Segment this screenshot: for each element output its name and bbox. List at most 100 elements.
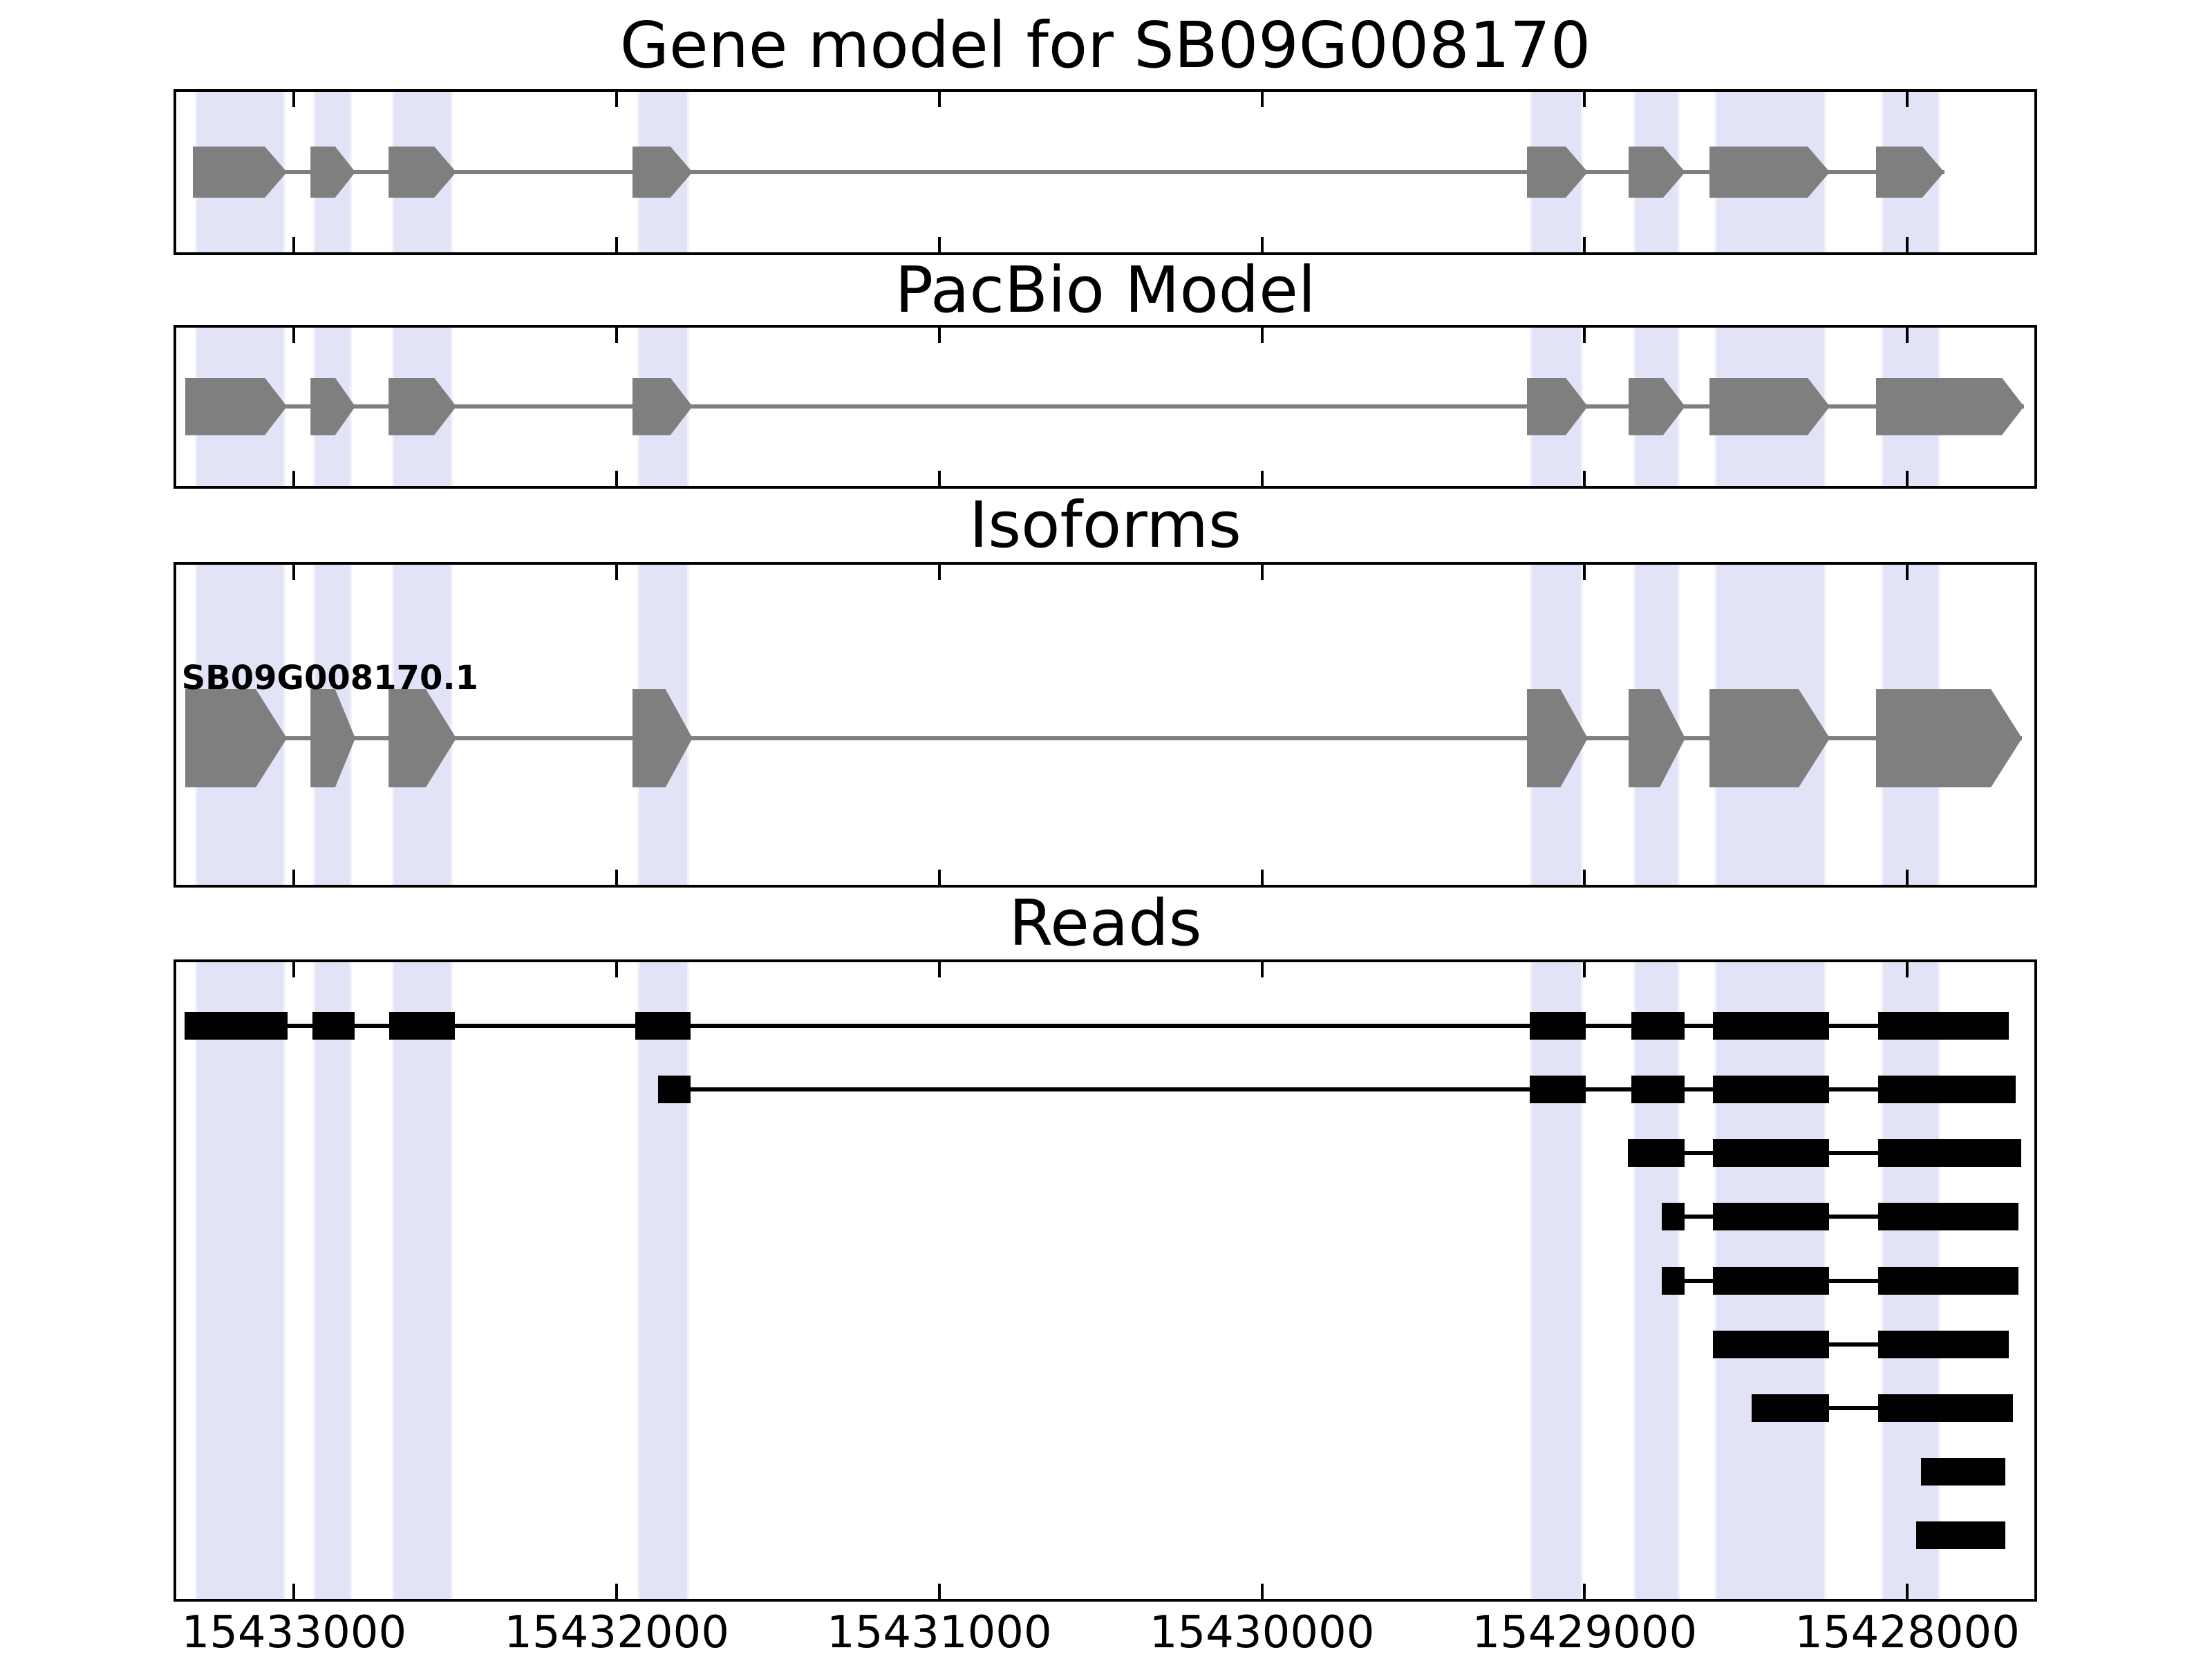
read-exon-box [1713,1266,1830,1295]
axis-tick-mark [1260,328,1264,343]
read-exon-box [1713,1330,1830,1358]
read-exon-box [1878,1139,2022,1168]
highlight-band [637,962,690,1599]
x-axis-tick-label: 15429000 [1472,1607,1698,1658]
axis-tick-mark [292,870,296,885]
axis-tick-mark [615,1584,619,1599]
axis-tick-mark [1260,471,1264,486]
axis-tick-mark [615,92,619,107]
axis-tick-mark [1906,1584,1909,1599]
axis-tick-mark [1906,92,1909,107]
axis-tick-mark [1260,565,1264,580]
axis-tick-mark [292,1584,296,1599]
axis-tick-mark [937,328,941,343]
axis-tick-mark [1583,237,1586,252]
figure-title-gene-model: Gene model for SB09G008170 [619,8,1591,82]
axis-tick-mark [1906,328,1909,343]
read-exon-box [1878,1330,2009,1358]
read-exon-box [1916,1521,2005,1549]
axis-tick-mark [1260,870,1264,885]
axis-tick-mark [1260,1584,1264,1599]
read-exon-box [184,1012,288,1040]
read-intron-line [1661,1215,2019,1219]
track-title-isoforms: Isoforms [969,488,1241,562]
read-exon-box [1713,1012,1830,1040]
read-exon-box [1661,1266,1685,1295]
exon-arrow [185,378,287,435]
axis-tick-mark [1260,237,1264,252]
read-exon-box [1713,1203,1830,1231]
axis-tick-mark [1583,471,1586,486]
axis-tick-mark [615,471,619,486]
read-exon-box [1631,1012,1685,1040]
exon-arrow [1709,378,1830,435]
axis-tick-mark [292,328,296,343]
axis-tick-mark [292,237,296,252]
axis-tick-mark [292,471,296,486]
exon-arrow [1709,147,1830,198]
read-intron-line [1713,1342,2009,1347]
axis-tick-mark [1906,870,1909,885]
axis-tick-mark [1906,962,1909,977]
read-intron-line [657,1087,2016,1092]
read-exon-box [312,1012,355,1040]
x-axis-tick-label: 15432000 [504,1607,729,1658]
highlight-band [312,962,352,1599]
axis-tick-mark [1583,328,1586,343]
panel-reads [174,959,2037,1602]
read-exon-box [1921,1457,2005,1485]
axis-tick-mark [1583,962,1586,977]
axis-tick-mark [1906,565,1909,580]
x-axis-tick-label: 15428000 [1794,1607,2020,1658]
exon-arrow [1876,378,2024,435]
track-title-pacbio: PacBio Model [894,253,1316,327]
read-exon-box [1661,1203,1685,1231]
panel-isoforms: SB09G008170.1 [174,562,2037,888]
x-axis-tick-label: 15433000 [181,1607,407,1658]
read-exon-box [1878,1012,2009,1040]
axis-tick-mark [1583,1584,1586,1599]
read-exon-box [1878,1394,2014,1422]
read-exon-box [635,1012,691,1040]
highlight-band [391,962,453,1599]
read-exon-box [1878,1076,2016,1104]
read-exon-box [389,1012,455,1040]
read-exon-box [657,1076,691,1104]
axis-tick-mark [615,870,619,885]
axis-tick-mark [292,962,296,977]
axis-tick-mark [937,471,941,486]
axis-tick-mark [1260,92,1264,107]
read-exon-box [1713,1076,1830,1104]
highlight-band [1530,962,1583,1599]
axis-tick-mark [615,962,619,977]
intron-line [192,170,1944,174]
read-exon-box [1530,1012,1586,1040]
read-intron-line [184,1024,2009,1029]
axis-tick-mark [292,92,296,107]
axis-tick-mark [937,92,941,107]
axis-tick-mark [937,237,941,252]
read-intron-line [1661,1278,2019,1283]
axis-tick-mark [937,962,941,977]
panel-gene-model [174,89,2037,255]
read-exon-box [1878,1203,2019,1231]
read-exon-box [1752,1394,1830,1422]
exon-arrow [193,147,287,198]
intron-line [185,736,2023,740]
axis-tick-mark [1906,237,1909,252]
track-title-reads: Reads [1009,886,1202,960]
read-exon-box [1627,1139,1685,1168]
exon-arrow [1876,689,2022,787]
axis-tick-mark [1906,471,1909,486]
axis-tick-mark [937,565,941,580]
highlight-band [195,962,285,1599]
isoform-id-label: SB09G008170.1 [181,659,478,697]
intron-line [185,404,2025,409]
read-exon-box [1878,1266,2019,1295]
read-exon-box [1631,1076,1685,1104]
axis-tick-mark [292,565,296,580]
axis-tick-mark [615,328,619,343]
panel-pacbio-model [174,325,2037,489]
axis-tick-mark [937,1584,941,1599]
